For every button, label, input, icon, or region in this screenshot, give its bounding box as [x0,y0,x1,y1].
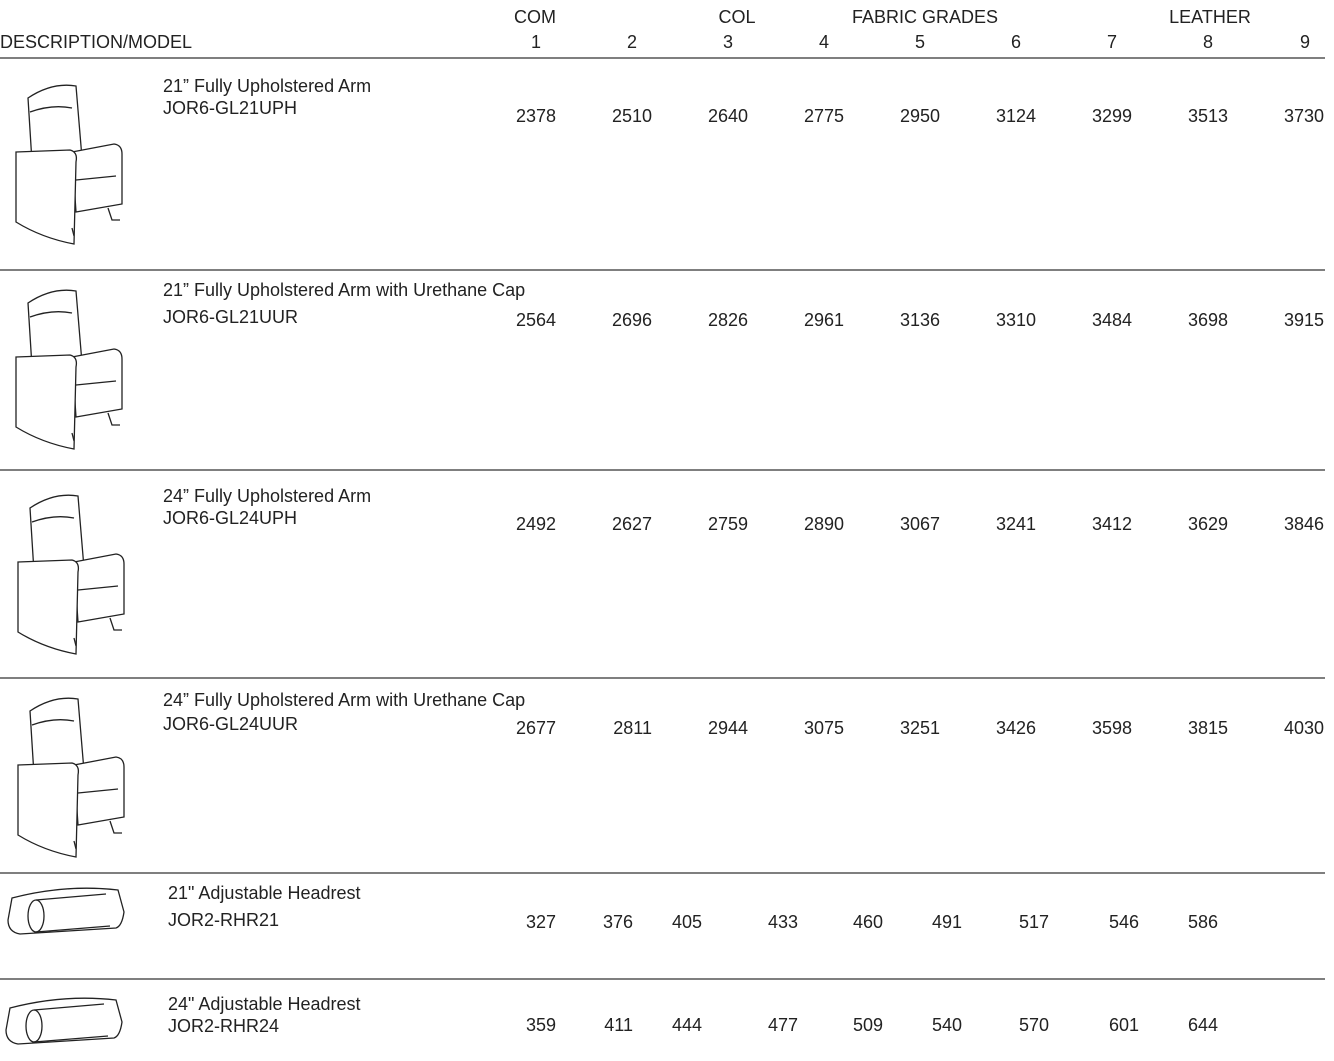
price: 2492 [515,514,556,534]
price: 3075 [803,718,844,738]
price: 376 [602,912,633,932]
price: 2696 [611,310,652,330]
price: 2944 [707,718,748,738]
price: 2961 [803,310,844,330]
price: 2759 [707,514,748,534]
price: 3629 [1187,514,1228,534]
price: 2826 [707,310,748,330]
model: JOR6-GL21UPH [163,98,298,118]
price: 3484 [1091,310,1132,330]
product-image [15,289,123,450]
product-image [7,887,125,935]
grade-header: 9 [1299,32,1310,52]
price: 3241 [995,514,1036,534]
price: 644 [1187,1015,1218,1035]
description: 24” Fully Upholstered Arm with Urethane … [163,690,526,710]
price: 411 [604,1015,633,1035]
grade-header: 5 [914,32,925,52]
price: 3598 [1091,718,1132,738]
description: 24” Fully Upholstered Arm [163,486,372,506]
price: 509 [852,1015,883,1035]
price: 3251 [899,718,940,738]
price: 477 [767,1015,798,1035]
description: 21” Fully Upholstered Arm [163,76,372,96]
grade-header: 1 [530,32,541,52]
price: 3915 [1283,310,1324,330]
price: 2378 [515,106,556,126]
price: 3815 [1187,718,1228,738]
price: 444 [671,1015,702,1035]
description: 21” Fully Upholstered Arm with Urethane … [163,280,526,300]
grade-header: 3 [722,32,733,52]
price: 2510 [611,106,652,126]
price: 405 [671,912,702,932]
grade-header: 2 [626,32,637,52]
product-image [17,494,125,655]
price: 3310 [995,310,1036,330]
price: 2950 [899,106,940,126]
price: 460 [852,912,883,932]
price: 4030 [1283,718,1324,738]
model: JOR2-RHR24 [168,1016,280,1036]
price: 3412 [1091,514,1132,534]
grade-header: 7 [1106,32,1117,52]
grade-header: 4 [818,32,829,52]
price: 546 [1108,912,1139,932]
price: 586 [1187,912,1218,932]
price: 3124 [995,106,1036,126]
group-header: FABRIC GRADES [851,7,999,27]
product-image [15,84,123,245]
price: 540 [931,1015,962,1035]
group-header: COM [514,7,556,27]
price: 359 [525,1015,556,1035]
group-header: COL [718,7,756,27]
price: 433 [767,912,798,932]
model: JOR6-GL24UPH [163,508,298,528]
price: 2677 [515,718,556,738]
price: 3426 [995,718,1036,738]
description: 21" Adjustable Headrest [168,883,361,903]
price: 3730 [1283,106,1324,126]
price: 601 [1108,1015,1139,1035]
description: 24" Adjustable Headrest [168,994,361,1014]
product-image [17,697,125,858]
column-header: DESCRIPTION/MODEL [0,32,193,52]
group-header: LEATHER [1169,7,1251,27]
price: 2564 [515,310,556,330]
price: 3136 [899,310,940,330]
rules [0,57,1325,980]
price: 517 [1018,912,1049,932]
price: 3299 [1091,106,1132,126]
price: 3513 [1187,106,1228,126]
product-image [5,997,123,1045]
price: 3698 [1187,310,1228,330]
model: JOR6-GL21UUR [163,307,299,327]
price: 2640 [707,106,748,126]
price: 3067 [899,514,940,534]
price: 2775 [803,106,844,126]
price: 3846 [1283,514,1324,534]
price: 327 [525,912,556,932]
price: 2627 [611,514,652,534]
model: JOR2-RHR21 [168,910,280,930]
price: 491 [931,912,962,932]
grade-header: 8 [1202,32,1213,52]
grade-header: 6 [1010,32,1021,52]
price: 2890 [803,514,844,534]
model: JOR6-GL24UUR [163,714,299,734]
price: 570 [1018,1015,1049,1035]
price: 2811 [613,718,652,738]
